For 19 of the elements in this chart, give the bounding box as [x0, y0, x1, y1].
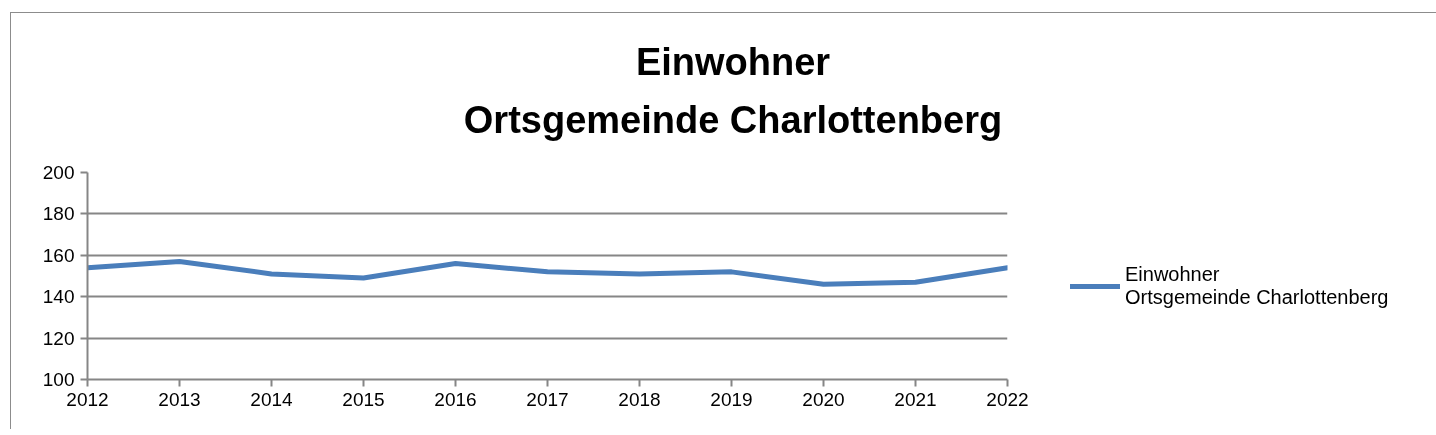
- x-tick-label: 2013: [158, 388, 201, 410]
- x-tick-label: 2018: [618, 388, 661, 410]
- y-tick-label: 180: [42, 203, 75, 225]
- x-tick-label: 2020: [802, 388, 845, 410]
- legend-label: Einwohner Ortsgemeinde Charlottenberg: [1125, 263, 1389, 309]
- y-tick-label: 160: [42, 244, 75, 266]
- x-tick-label: 2017: [526, 388, 569, 410]
- x-tick-label: 2012: [66, 388, 109, 410]
- y-tick-label: 120: [42, 327, 75, 349]
- x-tick-label: 2014: [250, 388, 294, 410]
- x-tick-label: 2015: [342, 388, 385, 410]
- x-tick-label: 2016: [434, 388, 477, 410]
- chart-title: Einwohner Ortsgemeinde Charlottenberg: [463, 40, 1003, 143]
- x-tick-label: 2019: [710, 388, 753, 410]
- y-tick-label: 100: [42, 369, 75, 390]
- x-tick-label: 2022: [986, 388, 1029, 410]
- y-tick-label: 140: [42, 286, 75, 308]
- y-tick-label: 200: [42, 162, 75, 183]
- x-tick-label: 2021: [894, 388, 937, 410]
